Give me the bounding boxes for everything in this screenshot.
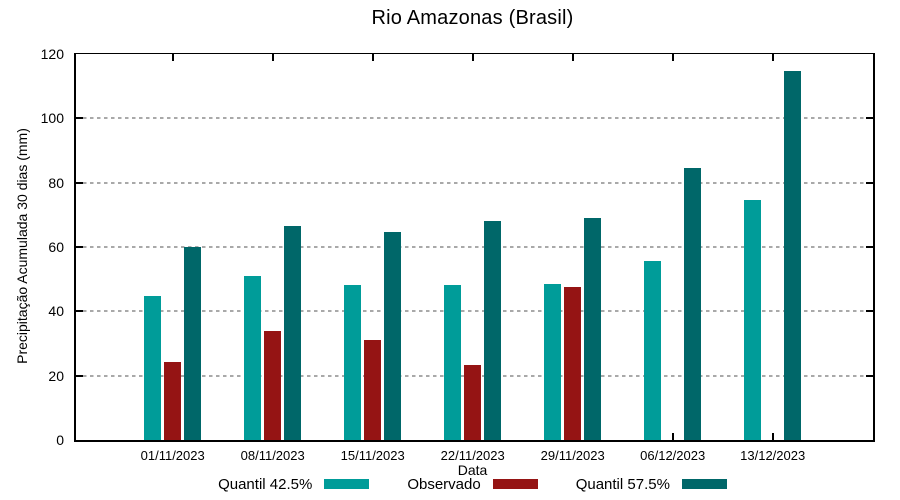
x-tick-top <box>471 54 474 61</box>
gridline <box>76 117 873 120</box>
y-tick-right <box>866 310 873 313</box>
bar-quantil-42-5- <box>544 284 562 440</box>
bar-quantil-57-5- <box>784 71 802 440</box>
bar-quantil-57-5- <box>484 221 502 440</box>
legend-item-quantil-57-5: Quantil 57.5% <box>576 476 727 493</box>
x-tick-label: 15/11/2023 <box>340 448 405 463</box>
x-axis-label: Data <box>457 462 488 478</box>
y-tick-label: 60 <box>48 239 64 255</box>
gridline <box>76 181 873 184</box>
y-tick-right <box>866 117 873 120</box>
y-tick-left <box>76 374 83 377</box>
x-tick-bottom <box>671 433 674 440</box>
bar-quantil-42-5- <box>444 284 462 440</box>
bar-quantil-42-5- <box>744 199 762 440</box>
y-tick-label: 0 <box>56 432 64 448</box>
y-tick-label: 80 <box>48 174 64 191</box>
x-tick-top <box>271 54 274 61</box>
gridline <box>76 310 873 313</box>
y-tick-label: 100 <box>40 110 64 127</box>
gridline <box>76 246 873 248</box>
legend-item-observado: Observado <box>407 475 538 493</box>
bar-quantil-42-5- <box>344 284 362 440</box>
y-tick-label: 20 <box>48 367 64 384</box>
y-tick-right <box>866 181 873 184</box>
x-tick-top <box>671 54 674 61</box>
y-tick-left <box>76 181 83 184</box>
bar-quantil-57-5- <box>384 231 402 440</box>
x-tick-top <box>571 54 574 61</box>
legend-label: Quantil 57.5% <box>575 475 670 493</box>
x-tick-label: 22/11/2023 <box>440 448 505 463</box>
chart-title: Rio Amazonas (Brasil) <box>371 7 574 29</box>
x-tick-label: 08/11/2023 <box>240 448 305 463</box>
x-tick-bottom <box>771 433 774 440</box>
legend-item-quantil-42-5: Quantil 42.5% <box>218 475 370 493</box>
legend-label: Quantil 42.5% <box>218 475 313 493</box>
bar-quantil-57-5- <box>184 247 202 440</box>
x-tick-label: 13/12/2023 <box>740 448 806 463</box>
bar-quantil-42-5- <box>244 275 262 440</box>
x-tick-top <box>771 54 774 61</box>
x-tick-top <box>371 54 374 61</box>
x-tick-top <box>171 54 174 61</box>
x-tick-label: 29/11/2023 <box>540 448 605 463</box>
x-tick-label: 01/11/2023 <box>140 448 205 463</box>
legend-swatch <box>324 479 370 489</box>
y-tick-left <box>76 246 83 248</box>
bar-quantil-57-5- <box>284 226 302 440</box>
bar-observado <box>264 330 282 440</box>
y-tick-left <box>76 117 83 120</box>
bar-quantil-42-5- <box>144 295 162 440</box>
y-tick-label: 120 <box>40 46 64 62</box>
legend-swatch <box>492 479 538 489</box>
plot-area <box>74 53 875 442</box>
bar-quantil-42-5- <box>644 261 662 440</box>
x-tick-label: 06/12/2023 <box>640 448 706 463</box>
bar-observado <box>464 365 482 440</box>
bar-quantil-57-5- <box>584 218 602 440</box>
y-tick-right <box>866 374 873 377</box>
y-tick-left <box>76 310 83 313</box>
bar-quantil-57-5- <box>684 167 702 440</box>
legend-swatch <box>681 479 727 489</box>
bar-observado <box>364 339 382 440</box>
y-tick-label: 40 <box>48 303 64 320</box>
legend: Quantil 42.5% Observado Quantil 57.5% <box>74 475 871 493</box>
y-tick-right <box>866 246 873 248</box>
bar-observado <box>564 286 582 440</box>
legend-label: Observado <box>407 475 481 493</box>
bar-observado <box>164 362 182 440</box>
